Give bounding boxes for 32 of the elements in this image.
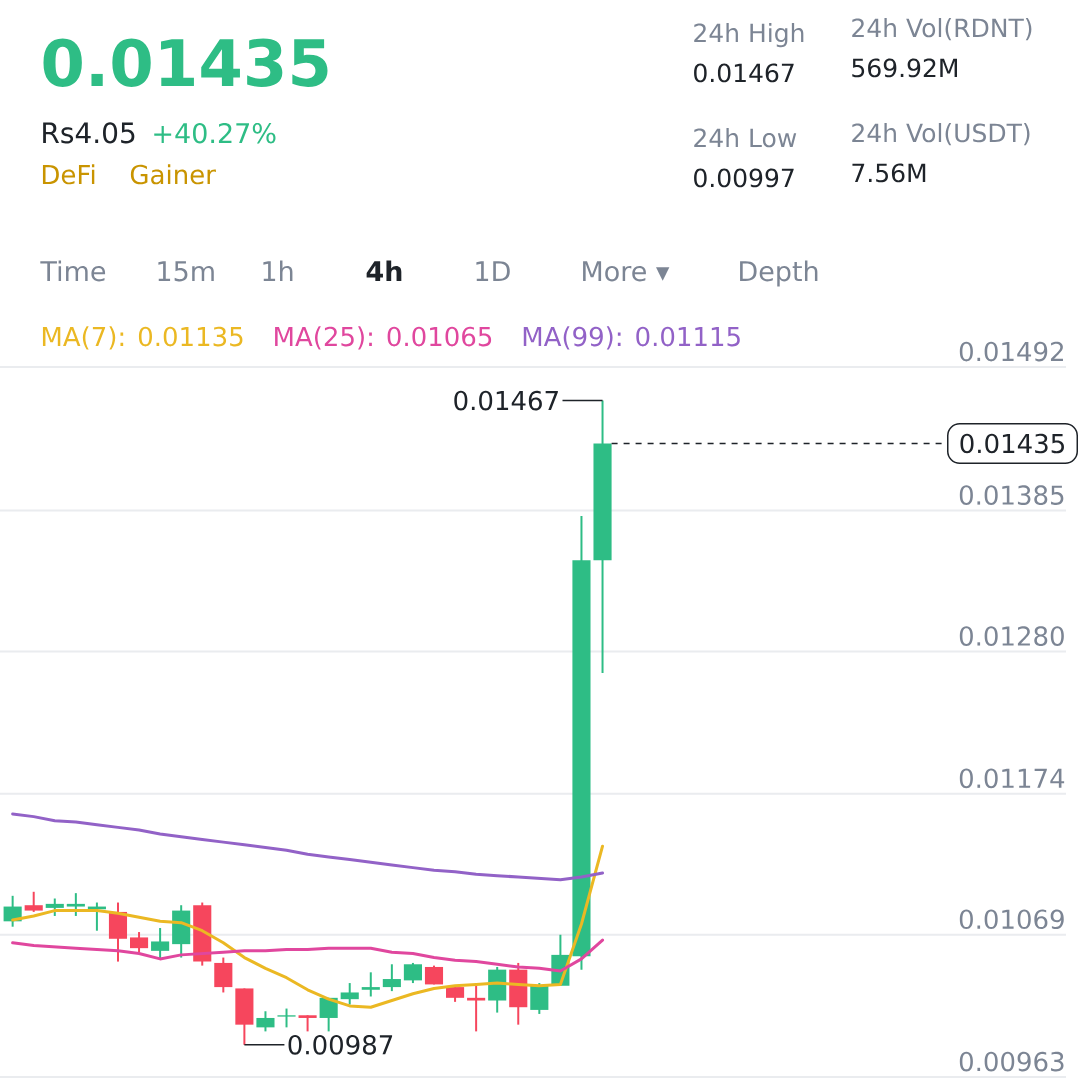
text: +40.27% bbox=[154, 122, 276, 144]
text: 4h bbox=[366, 260, 402, 281]
text: 1h bbox=[263, 260, 293, 281]
y-tick-label: 0.01385 bbox=[959, 485, 1064, 505]
text: 0.01435 bbox=[43, 38, 328, 87]
y-tick-label: 0.00963 bbox=[959, 1051, 1064, 1072]
text: 24h High bbox=[694, 22, 804, 48]
text: 0.01467 bbox=[694, 63, 794, 83]
text: 1D bbox=[476, 261, 510, 281]
y-tick-label: 0.01174 bbox=[959, 768, 1065, 789]
y-tick-label: 0.01492 bbox=[959, 341, 1063, 362]
annotation: 0.00987 bbox=[288, 1034, 393, 1055]
text: Time bbox=[40, 260, 106, 282]
text: 15m bbox=[158, 261, 214, 282]
text: 569.92M bbox=[852, 58, 957, 78]
text: Gainer bbox=[130, 164, 216, 185]
text: More ▾ bbox=[583, 261, 670, 282]
text: 24h Low bbox=[694, 127, 797, 148]
y-tick-label: 0.01069 bbox=[959, 909, 1064, 930]
text: 7.56M bbox=[852, 163, 926, 183]
ref-line-label: 0.01435 bbox=[960, 433, 1064, 454]
text: DeFi bbox=[42, 164, 95, 185]
text: 0.00997 bbox=[694, 168, 794, 188]
text: MA(99): 0.01115 bbox=[523, 326, 740, 350]
y-tick-label: 0.01280 bbox=[959, 626, 1064, 646]
annotation: 0.01467 bbox=[454, 390, 558, 411]
text: Rs4.05 bbox=[43, 122, 135, 144]
text: MA(7): 0.01135 bbox=[42, 326, 243, 350]
text: 24h Vol(RDNT) bbox=[852, 17, 1032, 41]
text: 24h Vol(USDT) bbox=[852, 122, 1030, 146]
text: Depth bbox=[740, 260, 818, 287]
text: MA(25): 0.01065 bbox=[275, 326, 492, 350]
